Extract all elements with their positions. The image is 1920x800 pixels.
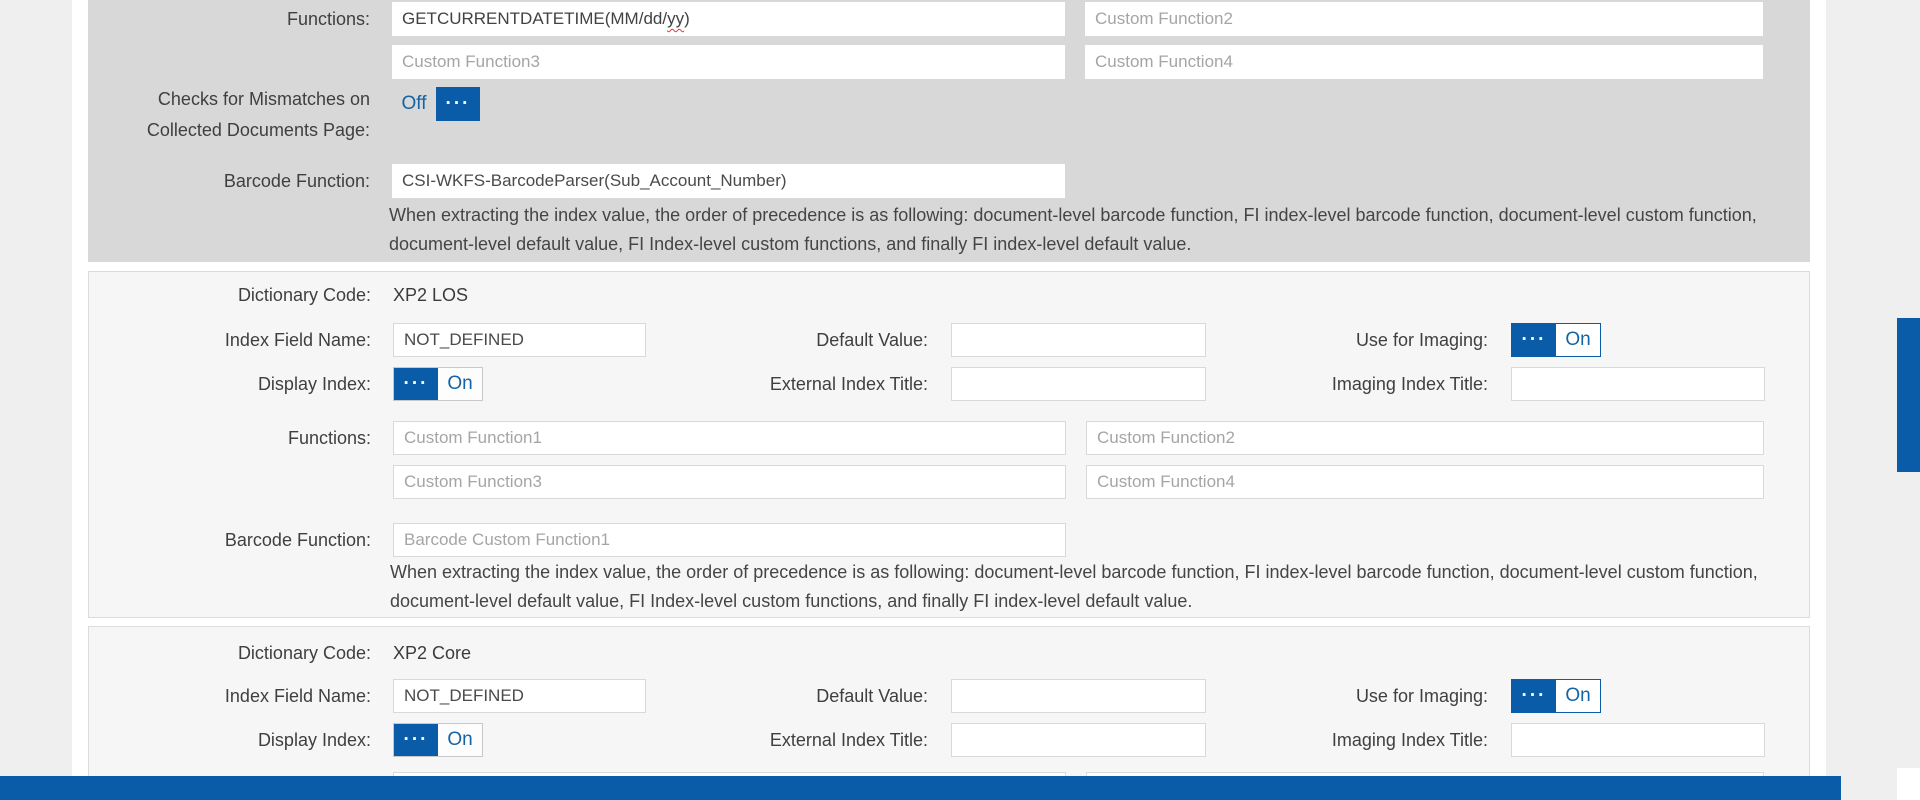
ellipsis-button[interactable]: ···	[394, 368, 438, 400]
use-for-imaging-toggle[interactable]: ··· On	[1511, 323, 1601, 357]
use-for-imaging-toggle[interactable]: ··· On	[1511, 679, 1601, 713]
barcode-function-input[interactable]	[392, 164, 1065, 198]
default-value-input[interactable]	[951, 679, 1206, 713]
display-index-state: On	[447, 729, 473, 750]
display-index-row: Display Index: ··· On External Index Tit…	[89, 723, 1809, 757]
external-index-title-label: External Index Title:	[769, 374, 928, 394]
barcode-function-label: Barcode Function:	[223, 171, 370, 191]
barcode-function-input[interactable]	[393, 523, 1066, 557]
fi-section-xp2-los: Dictionary Code: XP2 LOS Index Field Nam…	[88, 271, 1810, 618]
external-index-title-input[interactable]	[951, 723, 1206, 757]
custom-function-3-input[interactable]	[393, 465, 1066, 499]
ellipsis-button[interactable]: ···	[436, 87, 480, 121]
display-index-label: Display Index:	[257, 730, 371, 750]
default-value-input[interactable]	[951, 323, 1206, 357]
dictionary-code-label: Dictionary Code:	[237, 285, 371, 305]
barcode-function-label: Barcode Function:	[224, 530, 371, 550]
dictionary-code-label: Dictionary Code:	[237, 643, 371, 663]
mismatch-row: Checks for Mismatches on Collected Docum…	[88, 84, 1810, 150]
ellipsis-button[interactable]: ···	[394, 724, 438, 756]
functions-row-1: Functions:	[89, 421, 1809, 455]
index-field-name-label: Index Field Name:	[224, 330, 371, 350]
dictionary-code-value: XP2 LOS	[393, 285, 469, 305]
mismatch-label-line2: Collected Documents Page:	[146, 120, 370, 140]
precedence-help-text: When extracting the index value, the ord…	[389, 201, 1809, 259]
external-index-title-input[interactable]	[951, 367, 1206, 401]
horizontal-scrollbar-track[interactable]	[1841, 776, 1897, 800]
vertical-scrollbar-thumb[interactable]	[1897, 318, 1920, 472]
mismatch-label-line1: Checks for Mismatches on	[157, 89, 370, 109]
custom-function-2-input[interactable]	[1086, 421, 1764, 455]
help-line-2: document-level default value, FI Index-l…	[390, 591, 1193, 611]
barcode-function-row: Barcode Function:	[89, 523, 1809, 557]
dictionary-code-row: Dictionary Code: XP2 LOS	[89, 283, 1809, 307]
precedence-help-text: When extracting the index value, the ord…	[390, 558, 1810, 616]
default-value-label: Default Value:	[816, 686, 928, 706]
horizontal-scrollbar-thumb[interactable]	[0, 776, 1841, 800]
barcode-function-row: Barcode Function:	[88, 164, 1810, 198]
mismatch-toggle[interactable]: Off ···	[392, 87, 480, 121]
functions-label: Functions:	[287, 428, 371, 448]
display-index-state: On	[447, 373, 473, 394]
use-for-imaging-label: Use for Imaging:	[1355, 330, 1488, 350]
function1-value-prefix: GETCURRENTDATETIME(MM/dd/	[402, 9, 668, 28]
custom-function-4-input[interactable]	[1086, 465, 1764, 499]
index-field-name-input[interactable]	[393, 323, 646, 357]
function1-value-suffix: )	[684, 9, 690, 28]
scrollbar-corner	[1897, 768, 1920, 800]
custom-function-1-input[interactable]	[393, 421, 1066, 455]
custom-function-1-input[interactable]: GETCURRENTDATETIME(MM/dd/yy)	[392, 2, 1065, 36]
use-for-imaging-state: On	[1565, 685, 1591, 706]
display-index-label: Display Index:	[257, 374, 371, 394]
imaging-index-title-label: Imaging Index Title:	[1331, 374, 1488, 394]
imaging-index-title-input[interactable]	[1511, 367, 1765, 401]
functions-row-1: Functions: GETCURRENTDATETIME(MM/dd/yy)	[88, 2, 1810, 36]
custom-function-4-input[interactable]	[1085, 45, 1763, 79]
custom-function-3-input[interactable]	[392, 45, 1065, 79]
functions-row-2	[89, 465, 1809, 499]
functions-row-2	[88, 45, 1810, 79]
use-for-imaging-state: On	[1565, 329, 1591, 350]
fi-section-xp2-core: Dictionary Code: XP2 Core Index Field Na…	[88, 626, 1810, 800]
default-value-label: Default Value:	[816, 330, 928, 350]
index-field-row: Index Field Name: Default Value: Use for…	[89, 323, 1809, 357]
imaging-index-title-input[interactable]	[1511, 723, 1765, 757]
help-line-2: document-level default value, FI Index-l…	[389, 234, 1192, 254]
display-index-toggle[interactable]: ··· On	[393, 367, 483, 401]
index-field-row: Index Field Name: Default Value: Use for…	[89, 679, 1809, 713]
mismatch-toggle-state: Off	[401, 93, 427, 114]
custom-function-2-input[interactable]	[1085, 2, 1763, 36]
functions-label: Functions:	[286, 9, 370, 29]
index-field-name-label: Index Field Name:	[224, 686, 371, 706]
function1-value-misspelled: yy	[667, 9, 685, 28]
display-index-row: Display Index: ··· On External Index Tit…	[89, 367, 1809, 401]
help-line-1: When extracting the index value, the ord…	[389, 205, 1757, 225]
ellipsis-button[interactable]: ···	[1512, 680, 1556, 712]
imaging-index-title-label: Imaging Index Title:	[1331, 730, 1488, 750]
display-index-toggle[interactable]: ··· On	[393, 723, 483, 757]
dictionary-code-row: Dictionary Code: XP2 Core	[89, 641, 1809, 665]
help-line-1: When extracting the index value, the ord…	[390, 562, 1758, 582]
use-for-imaging-label: Use for Imaging:	[1355, 686, 1488, 706]
document-level-section: Functions: GETCURRENTDATETIME(MM/dd/yy) …	[88, 0, 1810, 262]
ellipsis-button[interactable]: ···	[1512, 324, 1556, 356]
vertical-scrollbar-track[interactable]	[1897, 0, 1920, 768]
external-index-title-label: External Index Title:	[769, 730, 928, 750]
index-field-name-input[interactable]	[393, 679, 646, 713]
mismatch-label: Checks for Mismatches on Collected Docum…	[88, 84, 370, 146]
dictionary-code-value: XP2 Core	[393, 643, 472, 663]
